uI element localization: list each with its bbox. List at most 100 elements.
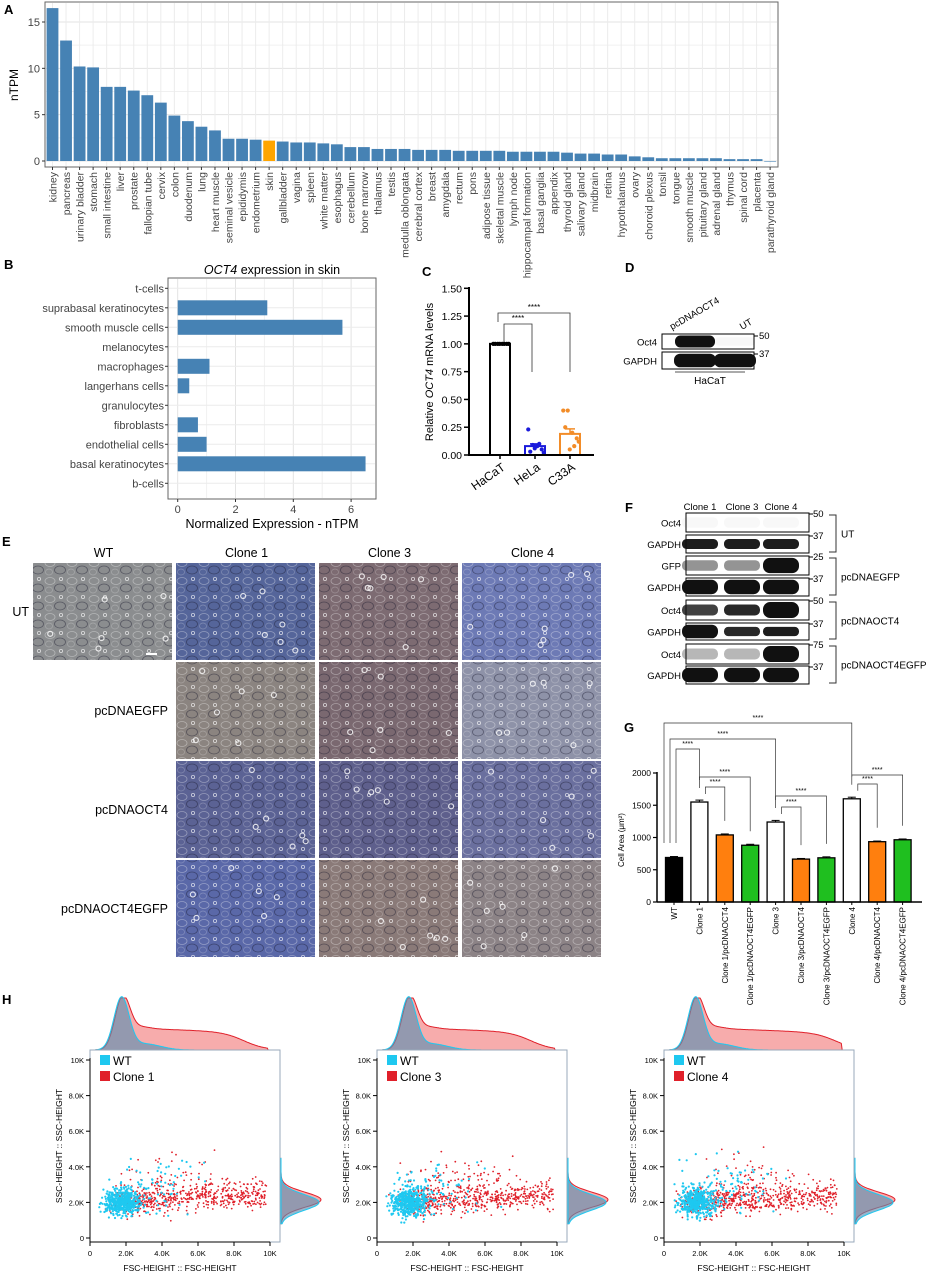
scatter-point-WT <box>424 1194 427 1197</box>
micrograph-Clone-3-UT <box>319 563 458 660</box>
scatter-point-WT <box>115 1209 118 1212</box>
scatter-point-Clone-1 <box>156 1189 159 1192</box>
scatter-point-WT <box>770 1167 773 1170</box>
scatter-point-Clone-1 <box>234 1189 236 1191</box>
scatter-point-Clone-3 <box>480 1203 483 1206</box>
scatter-point-Clone-3 <box>515 1174 518 1177</box>
bar-parathyroid-gland <box>764 161 777 162</box>
scatter-point-Clone-4 <box>803 1183 806 1185</box>
scatter-point-Clone-4 <box>789 1185 792 1188</box>
scatter-point-Clone-4 <box>787 1207 790 1209</box>
significance-bracket <box>669 738 776 843</box>
scatter-point-Clone-4 <box>829 1183 832 1186</box>
scatter-point-Clone-3 <box>477 1179 480 1181</box>
scatter-point-Clone-3 <box>526 1200 529 1202</box>
scatter-point-Clone-4 <box>730 1174 733 1177</box>
scatter-point-Clone-3 <box>542 1193 544 1196</box>
scatter-point-Clone-4 <box>825 1205 827 1207</box>
scatter-point-Clone-1 <box>182 1186 184 1189</box>
scatter-point-WT <box>117 1204 120 1207</box>
scatter-point-Clone-3 <box>516 1188 519 1190</box>
scatter-point-Clone-4 <box>793 1197 796 1200</box>
scatter-point-Clone-1 <box>169 1219 172 1222</box>
group-bracket <box>829 601 837 640</box>
scatter-point-Clone-4 <box>760 1167 763 1170</box>
x-tick-label: 2.0K <box>118 1249 133 1258</box>
bar-pancreas <box>60 40 72 161</box>
scatter-point-WT <box>686 1201 689 1204</box>
scatter-point-WT <box>441 1192 445 1196</box>
scatter-point-Clone-4 <box>742 1185 744 1188</box>
significance-bracket <box>857 783 878 828</box>
significance-stars: **** <box>682 741 693 748</box>
column-header: Clone 4 <box>511 546 554 560</box>
scatter-point-WT <box>675 1211 678 1214</box>
scatter-point-Clone-4 <box>788 1176 791 1179</box>
scatter-point-WT <box>420 1200 423 1203</box>
scatter-point-WT <box>117 1202 120 1205</box>
scatter-point-Clone-3 <box>507 1199 510 1202</box>
scatter-point-Clone-1 <box>190 1178 193 1181</box>
scatter-point-Clone-4 <box>779 1201 782 1204</box>
scatter-point-Clone-1 <box>213 1193 215 1196</box>
x-tick-label: adrenal gland <box>711 172 723 236</box>
scatter-point-Clone-4 <box>793 1174 795 1177</box>
scatter-point-Clone-4 <box>822 1195 825 1197</box>
scatter-point-Clone-1 <box>128 1169 131 1172</box>
scatter-point-Clone-4 <box>747 1187 749 1190</box>
scatter-point-WT <box>396 1171 399 1174</box>
scatter-point-WT <box>732 1190 735 1193</box>
scatter-point-WT <box>155 1212 158 1215</box>
scatter-point-WT <box>420 1185 423 1188</box>
scatter-point-Clone-3 <box>447 1180 450 1183</box>
significance-bracket <box>663 722 853 843</box>
scatter-point-WT <box>395 1199 398 1202</box>
scatter-point-Clone-1 <box>227 1195 230 1198</box>
group-label: pcDNAOCT4 <box>841 617 900 628</box>
scatter-point-Clone-1 <box>237 1192 240 1194</box>
scatter-point-Clone-1 <box>263 1194 266 1196</box>
scatter-point-Clone-4 <box>770 1171 773 1174</box>
y-tick-label: 500 <box>637 865 651 875</box>
scatter-point-Clone-3 <box>542 1204 545 1206</box>
y-axis-label: SSC-HEIGHT :: SSC-HEIGHT <box>54 1089 64 1203</box>
scatter-point-WT <box>713 1169 716 1172</box>
scatter-point-Clone-4 <box>735 1167 737 1169</box>
scatter-point-Clone-3 <box>541 1195 543 1198</box>
scatter-point-Clone-4 <box>775 1208 777 1211</box>
scatter-point-Clone-3 <box>471 1187 474 1190</box>
bar-prostate <box>127 90 140 161</box>
scatter-point-WT <box>203 1161 206 1164</box>
scatter-point-Clone-1 <box>252 1190 255 1193</box>
data-point <box>528 449 533 454</box>
scatter-point-Clone-1 <box>163 1211 166 1214</box>
scatter-point-WT <box>442 1182 445 1185</box>
scatter-point-Clone-4 <box>749 1209 752 1211</box>
scatter-point-WT <box>391 1194 394 1197</box>
scatter-point-WT <box>136 1205 139 1208</box>
scatter-point-Clone-3 <box>497 1203 500 1205</box>
data-point <box>574 436 579 441</box>
x-tick-label: 6 <box>348 504 354 516</box>
scatter-point-WT <box>104 1197 107 1200</box>
scatter-point-Clone-3 <box>454 1195 457 1198</box>
group-bracket <box>829 514 837 553</box>
scatter-point-WT <box>128 1192 131 1195</box>
scatter-point-Clone-3 <box>431 1204 434 1207</box>
scatter-point-Clone-1 <box>150 1195 153 1198</box>
scatter-point-WT <box>710 1201 713 1204</box>
panel-b-skin-cell-bar-chart: OCT4 expression in skint-cellssuprabasal… <box>42 263 377 531</box>
scatter-point-Clone-3 <box>413 1190 415 1192</box>
scatter-point-Clone-1 <box>207 1191 210 1193</box>
scatter-point-Clone-3 <box>545 1183 548 1186</box>
scatter-point-Clone-4 <box>726 1207 729 1209</box>
scatter-point-WT <box>721 1188 724 1191</box>
scatter-point-WT <box>434 1174 437 1177</box>
scatter-point-Clone-3 <box>472 1211 475 1214</box>
scatter-point-Clone-3 <box>498 1201 501 1204</box>
scatter-point-Clone-4 <box>752 1187 755 1190</box>
scatter-point-WT <box>719 1180 722 1183</box>
scatter-point-Clone-3 <box>529 1187 532 1189</box>
scatter-point-Clone-3 <box>476 1185 479 1188</box>
rounded-cell <box>199 667 206 675</box>
